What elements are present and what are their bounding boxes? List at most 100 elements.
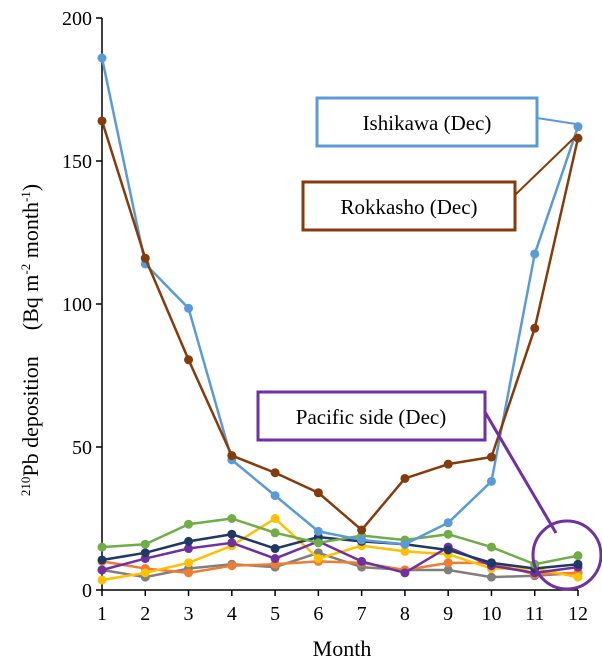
series-4-point xyxy=(97,565,107,575)
series-5-point xyxy=(184,536,194,546)
series-6-point xyxy=(313,538,323,548)
series-6-point xyxy=(573,551,583,561)
x-tick-label: 8 xyxy=(400,603,410,625)
series-8 xyxy=(97,116,583,535)
series-6-point xyxy=(140,539,150,549)
y-tick-label: 200 xyxy=(62,8,92,30)
series-6-point xyxy=(97,542,107,552)
x-tick-label: 6 xyxy=(313,603,323,625)
series-4-point xyxy=(400,568,410,578)
y-axis-title-unit-mid: month xyxy=(18,202,43,264)
series-2-point xyxy=(184,568,194,578)
series-8-point xyxy=(140,253,150,263)
y-axis-title-unit-exp2: -1 xyxy=(18,191,33,202)
series-3-point xyxy=(184,558,194,568)
series-7-point xyxy=(400,539,410,549)
series-6-line xyxy=(101,517,579,566)
series-5-point xyxy=(227,529,237,539)
series-8-point xyxy=(357,525,367,535)
x-axis-title: Month xyxy=(313,636,372,661)
series-8-point xyxy=(270,468,280,478)
series-6-point xyxy=(227,514,237,523)
y-ticks: 0 50 100 150 200 xyxy=(62,8,102,602)
series-8-point xyxy=(97,116,107,126)
y-tick-label: 100 xyxy=(62,294,92,316)
series-8-point xyxy=(400,473,410,483)
x-tick-label: 11 xyxy=(525,603,544,625)
y-tick-label: 50 xyxy=(72,437,92,459)
series-6-point xyxy=(443,529,453,539)
series-7-line xyxy=(100,57,580,546)
series-7-point xyxy=(313,526,323,536)
series-5-point xyxy=(97,555,107,565)
x-ticks: 1 2 3 4 5 6 7 8 9 10 11 12 xyxy=(97,590,588,625)
x-tick-label: 3 xyxy=(184,603,194,625)
y-axis-title-unit: (Bq m xyxy=(18,275,43,331)
series-5-point xyxy=(573,559,583,569)
series-2-point xyxy=(443,558,453,568)
rokkasho-callout-box xyxy=(301,180,517,232)
series-8-point xyxy=(443,459,453,469)
x-tick-label: 10 xyxy=(481,603,501,625)
series-8-point xyxy=(530,323,540,333)
series-7-point xyxy=(184,303,194,313)
series-4-point xyxy=(270,554,280,564)
series-2-point xyxy=(227,561,237,571)
x-tick-label: 9 xyxy=(443,603,453,625)
pacific-callout-text: Pacific side (Dec) xyxy=(296,405,446,429)
series-4-point xyxy=(184,544,194,554)
rokkasho-leader-line xyxy=(514,135,577,196)
series-7-point xyxy=(357,535,367,545)
pacific-leader-line xyxy=(483,411,558,534)
series-7-point xyxy=(530,249,540,259)
series-7-point xyxy=(486,476,496,486)
ishikawa-callout-text: Ishikawa (Dec) xyxy=(363,111,492,135)
x-tick-label: 1 xyxy=(97,603,107,625)
series-3-point xyxy=(573,572,583,582)
series-3-point xyxy=(313,554,323,564)
series-3 xyxy=(97,514,583,585)
x-tick-label: 7 xyxy=(357,603,367,625)
series-4-point xyxy=(227,538,237,548)
series-7-point xyxy=(443,518,453,528)
series-1-line xyxy=(101,551,579,579)
series-layer xyxy=(97,53,583,585)
series-3-point xyxy=(400,546,410,556)
series-1-point xyxy=(486,572,496,582)
pacific-callout-box xyxy=(256,390,487,442)
series-3-point xyxy=(140,568,150,578)
series-6-point xyxy=(270,528,280,538)
x-tick-label: 5 xyxy=(270,603,280,625)
series-8-point xyxy=(486,452,496,462)
y-axis-title-main: Pb deposition xyxy=(18,356,43,476)
rokkasho-callout-text: Rokkasho (Dec) xyxy=(340,195,477,219)
series-7-point xyxy=(270,491,280,501)
series-8-point xyxy=(184,355,194,365)
series-5-point xyxy=(140,548,150,558)
x-tick-label: 2 xyxy=(140,603,150,625)
y-axis-title-unit-end: ) xyxy=(18,184,43,191)
series-8-point xyxy=(227,451,237,461)
y-axis-title-superscript: 210 xyxy=(18,477,33,497)
series-7-point xyxy=(97,53,107,63)
series-5-point xyxy=(443,545,453,555)
series-5-point xyxy=(486,558,496,568)
series-1-point xyxy=(443,565,453,575)
y-axis-title-unit-exp1: -2 xyxy=(18,264,33,275)
series-5-point xyxy=(270,544,280,554)
y-tick-label: 0 xyxy=(82,580,92,602)
series-8-point xyxy=(313,488,323,498)
y-tick-label: 150 xyxy=(62,151,92,173)
x-tick-label: 12 xyxy=(568,603,588,625)
ishikawa-leader-line xyxy=(536,117,577,125)
series-4-line xyxy=(101,540,579,575)
series-3-point xyxy=(97,575,107,585)
y-axis-title: 210Pb deposition (Bq m-2 month-1) xyxy=(18,184,43,496)
series-6-point xyxy=(486,542,496,552)
series-3-point xyxy=(270,514,280,523)
ishikawa-callout-box xyxy=(315,96,539,148)
series-4-point xyxy=(357,556,367,566)
x-tick-label: 4 xyxy=(227,603,237,625)
pacific-highlight-circle xyxy=(531,519,602,591)
